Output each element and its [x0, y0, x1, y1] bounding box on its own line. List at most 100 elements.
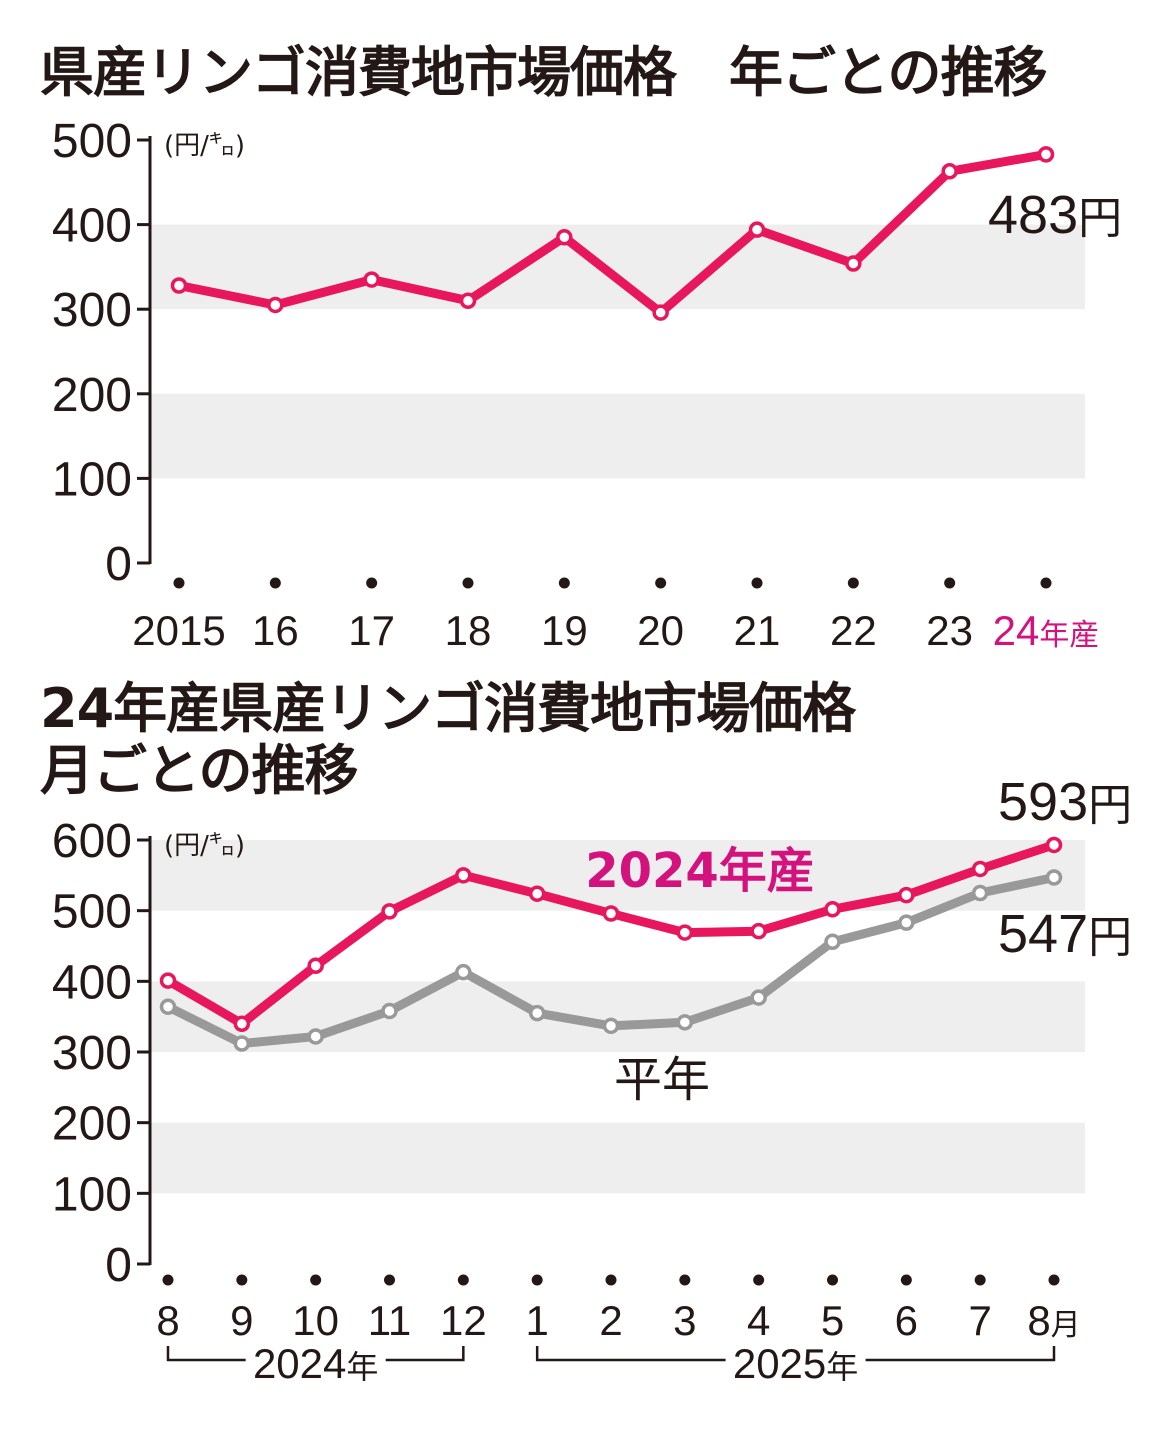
c1-x-tick-dot: [269, 577, 281, 589]
c2-x-tick-dot: [236, 1274, 248, 1286]
c2-x-tick-dot: [679, 1274, 691, 1286]
c2-series-0-point: [528, 885, 546, 902]
c2-series-0-point: [233, 1015, 251, 1032]
c1-series-0-point: [459, 292, 477, 309]
c2-series-1-point: [1045, 869, 1063, 886]
c2-x-tick-dot: [457, 1274, 469, 1286]
c2-year-bracket-0-left: [166, 1346, 246, 1362]
c2-series-0-point: [381, 903, 398, 920]
c2-x-tick-label: 8月: [1027, 1297, 1080, 1344]
yearly-price-chart: 500 400 300 200 100 0 (円/㌔) 2015 16 17 18 19 20 21 22 2…: [52, 115, 1122, 654]
c2-series-0-point: [307, 957, 324, 975]
c2-series-0-point: [159, 972, 177, 989]
c2-x-tick-label: 10: [292, 1297, 339, 1344]
c1-x-tick-dot: [173, 577, 185, 589]
c1-x-tick-label: 18: [445, 607, 492, 654]
c1-y-tick-label: 300: [52, 284, 132, 337]
c2-x-tick-dot: [753, 1274, 765, 1286]
c2-series-1-point: [971, 884, 989, 902]
c2-series-0-name: 2024年産: [585, 843, 815, 899]
c2-y-tick-label: 500: [52, 886, 132, 939]
c2-series-0-point: [455, 867, 472, 884]
c1-x-tick-dot: [751, 577, 763, 589]
c2-series-0-point: [898, 886, 915, 904]
c2-x-tick-label: 5: [821, 1297, 844, 1344]
c2-grid-band: [150, 1122, 1085, 1194]
c2-end-label-1: 547円: [998, 904, 1132, 964]
c1-series-0-point: [170, 277, 188, 294]
c2-series-0-point: [824, 901, 841, 918]
c2-year-bracket-1-right: [865, 1346, 1056, 1362]
c1-x-tick-label: 19: [541, 607, 588, 654]
c1-x-tick-label: 22: [830, 607, 877, 654]
c1-series-0-point: [845, 255, 862, 272]
c2-y-tick-label: 0: [105, 1239, 132, 1292]
c1-series-0-point: [652, 304, 669, 321]
c2-x-tick-label: 4: [747, 1297, 770, 1344]
c2-x-tick-dot: [310, 1274, 322, 1286]
c1-series-0-point: [748, 221, 766, 238]
c1-x-tick-dot: [462, 577, 474, 589]
c2-year-group-label: 2024年: [253, 1340, 378, 1387]
c2-series-1-point: [381, 1002, 398, 1020]
c2-y-tick-label: 600: [52, 815, 132, 868]
c2-series-1-point: [159, 998, 177, 1016]
c1-x-tick-label: 23: [926, 607, 973, 654]
c2-x-tick-label: 12: [440, 1297, 487, 1344]
c2-x-tick-label: 8: [156, 1297, 179, 1344]
c2-series-1-point: [676, 1014, 694, 1031]
c2-x-tick-dot: [384, 1274, 395, 1286]
c1-y-tick-label: 500: [52, 115, 132, 168]
c2-year-bracket-0-right: [385, 1346, 465, 1362]
c2-series-1-point: [455, 963, 472, 981]
c2-end-label-0: 593円: [998, 772, 1132, 832]
c2-series-1-name: 平年: [614, 1052, 710, 1108]
c2-series-1-point: [233, 1035, 251, 1052]
c2-series-0-point: [1045, 836, 1063, 854]
c2-series-0-point: [971, 860, 989, 878]
c2-x-tick-label: 11: [368, 1297, 412, 1344]
c1-x-tick-dot: [558, 577, 570, 589]
c1-y-tick-label: 200: [52, 369, 132, 422]
c1-x-tick-dot: [944, 577, 956, 589]
c1-series-0-point: [556, 229, 573, 246]
c2-series-0-point: [676, 924, 694, 941]
c2-y-tick-label: 300: [52, 1027, 132, 1080]
c2-y-tick-label: 100: [52, 1168, 132, 1221]
c1-x-tick-label: 2015: [132, 607, 225, 654]
c2-x-tick-dot: [900, 1274, 912, 1286]
c1-x-tick-dot: [655, 577, 667, 589]
c2-x-tick-dot: [162, 1274, 174, 1286]
c1-y-tick-label: 100: [52, 453, 132, 506]
c1-x-tick-label: 20: [637, 607, 684, 654]
c2-unit-label: (円/㌔): [164, 831, 245, 861]
c2-x-tick-label: 6: [895, 1297, 918, 1344]
c1-series-0-point: [363, 271, 380, 288]
c1-series-0-point: [941, 163, 958, 180]
c1-x-tick-dot: [1040, 577, 1052, 589]
c1-grid-band: [150, 393, 1085, 479]
c1-unit-label: (円/㌔): [164, 131, 245, 161]
c1-x-tick-label: 16: [252, 607, 299, 654]
c2-x-tick-dot: [827, 1274, 838, 1286]
c2-y-tick-label: 400: [52, 956, 132, 1009]
c1-y-tick-label: 0: [105, 538, 132, 591]
c1-x-tick-dot: [847, 577, 859, 589]
c2-x-tick-label: 7: [968, 1297, 991, 1344]
c2-series-1-point: [824, 933, 841, 951]
c2-series-1-point: [528, 1004, 546, 1022]
chart-2-title-line-2: 月ごとの推移: [40, 739, 358, 802]
c1-x-tick-dot: [366, 577, 378, 589]
c2-x-tick-dot: [974, 1274, 986, 1286]
c2-year-bracket-1-left: [535, 1346, 726, 1362]
c2-series-0-point: [750, 922, 767, 940]
c2-series-1-point: [602, 1017, 620, 1035]
c1-series-0-point: [267, 296, 284, 314]
c1-x-tick-label: 24年産: [993, 607, 1100, 654]
c2-x-tick-label: 2: [599, 1297, 622, 1344]
c1-series-0-point: [1037, 146, 1055, 163]
chart-1-title: 県産リンゴ消費地市場価格 年ごとの推移: [40, 41, 1047, 104]
c1-y-tick-label: 400: [52, 200, 132, 253]
c2-x-tick-dot: [531, 1274, 543, 1286]
